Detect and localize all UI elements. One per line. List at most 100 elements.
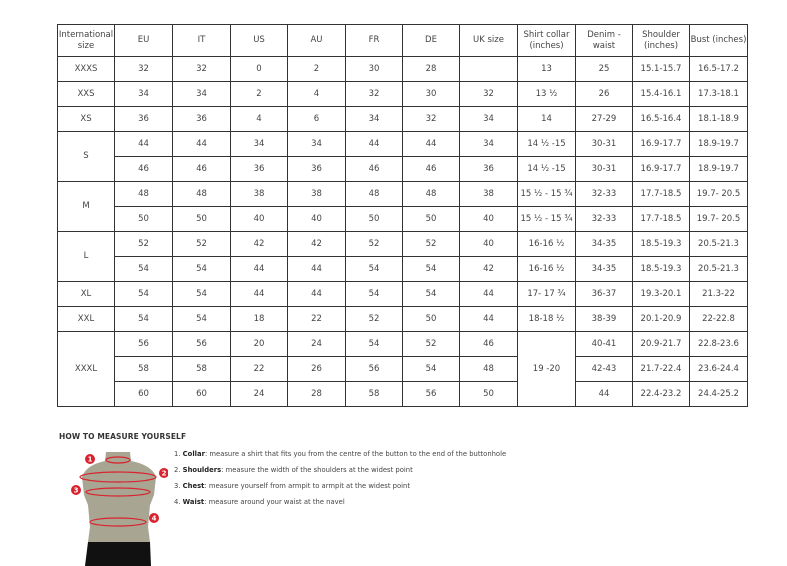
measurement-cell: 17.7-18.5 <box>632 206 690 232</box>
collar-cell: 15 ½ - 15 ¾ <box>517 181 576 207</box>
measurement-cell: 20.5-21.3 <box>689 231 748 257</box>
collar-cell: 16-16 ½ <box>517 231 576 257</box>
collar-cell: 14 <box>517 106 576 132</box>
size-cell: 50 <box>459 381 518 407</box>
table-row: 58 58 22 26 56 54 48 42-43 21.7-22.4 23.6-24.4 <box>58 356 748 382</box>
collar-line <box>105 456 131 464</box>
step-number: 3. <box>174 482 181 490</box>
collar-cell: 19 -20 <box>517 331 576 407</box>
table-row: XXL 54 54 18 22 52 50 44 18-18 ½ 38-39 20.1-20.9 22… <box>57 306 748 332</box>
size-cell: 34 <box>459 106 518 132</box>
size-cell: 50 <box>402 306 460 332</box>
size-cell: 54 <box>345 256 403 282</box>
collar-cell: 13 ½ <box>517 81 576 107</box>
size-cell: 30 <box>345 56 403 82</box>
measurement-cell: 20.9-21.7 <box>632 331 690 357</box>
measurement-cell: 15.1-15.7 <box>632 56 690 82</box>
size-chart-table: International size EU IT US AU FR DE UK size Shi… <box>57 24 748 407</box>
size-cell: 32 <box>345 81 403 107</box>
size-cell: 44 <box>459 281 518 307</box>
size-cell: 46 <box>172 156 231 182</box>
table-row: 60 60 24 28 58 56 50 44 22.4-23.2 24.4-25.2 <box>58 381 748 407</box>
marker-number: 1 <box>88 456 93 464</box>
marker-circle <box>159 468 168 478</box>
size-cell: 58 <box>172 356 231 382</box>
step-label: Collar <box>182 450 205 458</box>
size-cell: 48 <box>459 356 518 382</box>
marker-number: 4 <box>152 515 157 523</box>
collar-cell: 18-18 ½ <box>517 306 576 332</box>
size-cell: 36 <box>230 156 288 182</box>
table-row: 46 46 36 36 46 46 36 14 ½ -15 30-31 16.9-17.7 18.9… <box>58 156 748 182</box>
waist-line <box>89 517 147 527</box>
collar-cell: 15 ½ - 15 ¾ <box>517 206 576 232</box>
shoulder-line <box>79 471 157 483</box>
collar-cell: 17- 17 ¾ <box>517 281 576 307</box>
torso-measurement-figure: 1 2 3 4 <box>71 452 168 566</box>
size-cell: 48 <box>402 181 460 207</box>
step-number: 2. <box>174 466 181 474</box>
column-header: UK size <box>459 24 518 57</box>
marker-number: 2 <box>162 470 167 478</box>
shorts-shape <box>85 542 151 566</box>
measurement-cell: 23.6-24.4 <box>689 356 748 382</box>
international-size-cell: M <box>57 181 115 232</box>
size-cell: 0 <box>230 56 288 82</box>
collar-cell: 14 ½ -15 <box>517 131 576 157</box>
size-cell: 42 <box>459 256 518 282</box>
size-cell: 34 <box>230 131 288 157</box>
size-cell: 44 <box>345 131 403 157</box>
size-cell: 38 <box>459 181 518 207</box>
measurement-cell: 32-33 <box>575 206 633 232</box>
step-text: : measure a shirt that fits you from the… <box>204 450 507 458</box>
size-cell: 46 <box>345 156 403 182</box>
size-cell: 22 <box>230 356 288 382</box>
measurement-cell: 34-35 <box>575 231 633 257</box>
table-row: L 52 52 42 42 52 52 40 16-16 ½ 34-35 18.5-19.3 20.5… <box>57 231 748 282</box>
size-cell: 46 <box>114 156 173 182</box>
size-cell: 52 <box>345 306 403 332</box>
measurement-cell: 18.1-18.9 <box>689 106 748 132</box>
size-cell: 54 <box>345 281 403 307</box>
marker-circle <box>71 485 81 495</box>
measurement-cell: 21.3-22 <box>689 281 748 307</box>
measurement-cell: 26 <box>575 81 633 107</box>
torso-shape <box>82 452 156 542</box>
measurement-cell: 42-43 <box>575 356 633 382</box>
marker-circle <box>149 513 159 523</box>
column-header: DE <box>402 24 460 57</box>
size-cell: 40 <box>287 206 346 232</box>
measurement-cell: 17.3-18.1 <box>689 81 748 107</box>
measurement-cell: 20.5-21.3 <box>689 256 748 282</box>
measurement-cell: 15.4-16.1 <box>632 81 690 107</box>
step-label: Chest <box>182 482 205 490</box>
size-cell: 52 <box>172 231 231 257</box>
size-cell: 22 <box>287 306 346 332</box>
size-cell: 52 <box>345 231 403 257</box>
international-size-cell: S <box>57 131 115 182</box>
measurement-cell: 36-37 <box>575 281 633 307</box>
international-size-cell: XXXS <box>57 56 115 82</box>
collar-cell: 16-16 ½ <box>517 256 576 282</box>
step-number: 1. <box>174 450 181 458</box>
international-size-cell: XS <box>57 106 115 132</box>
size-cell: 50 <box>172 206 231 232</box>
measure-title: HOW TO MEASURE YOURSELF <box>59 432 187 441</box>
chest-line <box>85 487 151 497</box>
size-cell <box>459 56 518 82</box>
size-cell: 52 <box>402 231 460 257</box>
measurement-cell: 24.4-25.2 <box>689 381 748 407</box>
measurement-cell: 22.8-23.6 <box>689 331 748 357</box>
size-cell: 38 <box>287 181 346 207</box>
size-cell: 28 <box>402 56 460 82</box>
column-header: EU <box>114 24 173 57</box>
international-size-cell: XL <box>57 281 115 307</box>
size-cell: 36 <box>114 106 173 132</box>
measurement-cell: 20.1-20.9 <box>632 306 690 332</box>
size-cell: 46 <box>402 156 460 182</box>
size-cell: 40 <box>459 206 518 232</box>
column-header: FR <box>345 24 403 57</box>
step-text: : measure yourself from armpit to armpit… <box>204 482 410 490</box>
international-size-cell: XXXL <box>57 331 115 407</box>
size-cell: 24 <box>287 331 346 357</box>
